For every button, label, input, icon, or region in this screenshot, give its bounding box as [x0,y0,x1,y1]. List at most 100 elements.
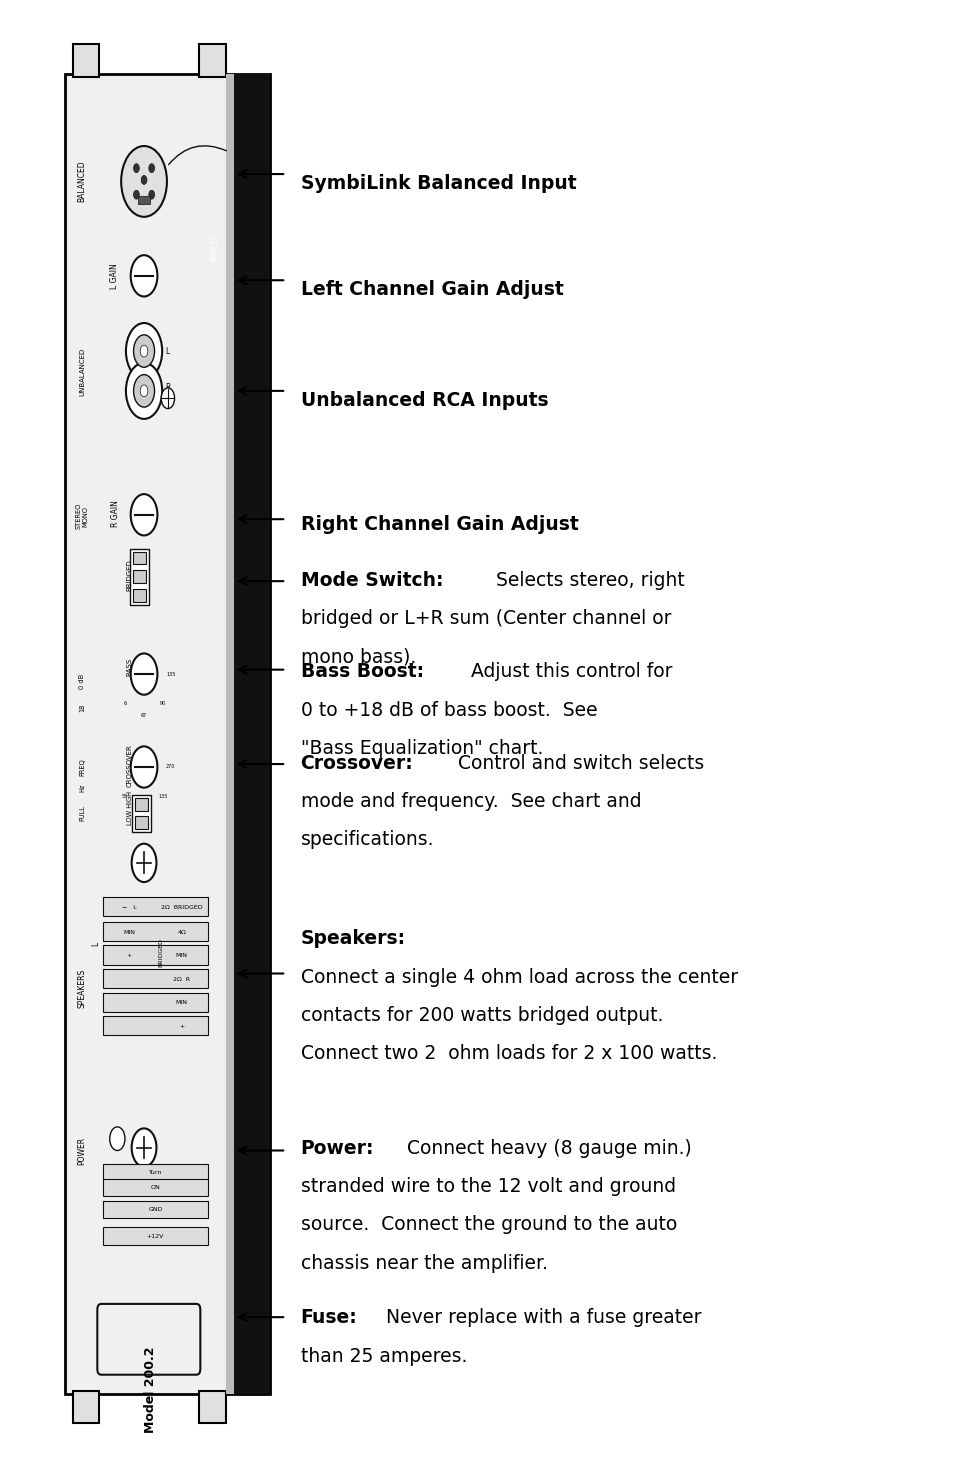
Bar [103,1164,208,1181]
Bar [199,44,226,77]
Circle shape [133,164,139,173]
Bar [103,969,208,988]
FancyBboxPatch shape [97,1304,200,1375]
Bar [134,817,148,829]
Circle shape [110,1127,125,1150]
Text: stranded wire to the 12 volt and ground: stranded wire to the 12 volt and ground [300,1177,675,1196]
Text: POWER: POWER [77,1136,87,1165]
Circle shape [133,190,139,199]
Text: MIN: MIN [175,953,188,959]
Text: 135: 135 [158,794,168,798]
Text: Connect heavy (8 gauge min.): Connect heavy (8 gauge min.) [395,1139,691,1158]
Text: 6: 6 [124,701,127,705]
Circle shape [149,190,154,199]
Text: GND: GND [148,1207,163,1212]
Text: +: + [127,953,132,959]
Text: 4Ω: 4Ω [177,929,186,935]
Text: Speakers:: Speakers: [300,929,405,948]
Text: source.  Connect the ground to the auto: source. Connect the ground to the auto [300,1215,676,1235]
Bar [134,798,148,810]
Circle shape [140,345,148,357]
Text: Connect two 2  ohm loads for 2 x 100 watts.: Connect two 2 ohm loads for 2 x 100 watt… [300,1044,716,1063]
Text: UNBALANCED: UNBALANCED [79,348,85,395]
Text: Control and switch selects: Control and switch selects [445,754,703,773]
Bar [103,993,208,1012]
Text: ON: ON [151,1184,160,1190]
Text: chassis near the amplifier.: chassis near the amplifier. [300,1254,547,1273]
Circle shape [131,653,157,695]
Bar [132,795,151,832]
Bar [103,945,208,965]
Text: MIN: MIN [123,929,135,935]
Text: Left Channel Gain Adjust: Left Channel Gain Adjust [300,280,562,299]
Text: 0 to +18 dB of bass boost.  See: 0 to +18 dB of bass boost. See [300,701,597,720]
Text: 135: 135 [166,671,175,677]
Text: mode and frequency.  See chart and: mode and frequency. See chart and [300,792,640,811]
Text: 67: 67 [141,712,147,718]
Circle shape [132,844,156,882]
Text: bridged or L+R sum (Center channel or: bridged or L+R sum (Center channel or [300,609,670,628]
Text: Fuse:: Fuse: [300,1308,356,1328]
Circle shape [126,363,162,419]
Text: R CH IN: R CH IN [138,563,144,587]
Text: FREQ: FREQ [79,758,85,776]
Text: FULL: FULL [79,805,85,820]
Text: Unbalanced RCA Inputs: Unbalanced RCA Inputs [300,391,548,410]
Text: Bass Boost:: Bass Boost: [300,662,423,681]
Bar [233,74,270,1394]
Text: specifications.: specifications. [300,830,434,850]
Text: Turn: Turn [149,1170,162,1176]
Circle shape [133,335,154,367]
Text: SPEAKERS: SPEAKERS [77,969,87,1007]
Text: FUSE: FUSE [122,1308,128,1326]
Circle shape [161,388,174,409]
Text: "Bass Equalization" chart.: "Bass Equalization" chart. [300,739,542,758]
Bar [103,1201,208,1218]
Text: L: L [91,943,100,945]
Text: STEREO
MONO: STEREO MONO [75,503,89,530]
Bar [65,74,270,1394]
Circle shape [131,255,157,296]
Circle shape [140,385,148,397]
Text: L: L [165,347,169,355]
Text: BOOST: BOOST [136,655,142,678]
Text: 90: 90 [141,805,147,811]
Text: Crossover:: Crossover: [300,754,413,773]
Text: Hz: Hz [79,783,85,792]
Circle shape [132,1128,156,1167]
Text: Connect a single 4 ohm load across the center: Connect a single 4 ohm load across the c… [300,968,737,987]
Text: +: + [179,1024,184,1030]
Text: 0 dB: 0 dB [79,674,85,689]
Bar [103,1227,208,1245]
Text: BASS: BASS [127,658,132,676]
Text: Selects stereo, right: Selects stereo, right [484,571,684,590]
Text: Model 200.2: Model 200.2 [144,1347,156,1432]
Text: contacts for 200 watts bridged output.: contacts for 200 watts bridged output. [300,1006,662,1025]
Text: 90: 90 [160,701,166,705]
Text: R: R [165,384,171,392]
Text: 270: 270 [166,764,175,770]
Circle shape [141,176,147,184]
Text: −   L: − L [122,904,136,910]
Circle shape [131,494,157,535]
Text: INPUT: INPUT [210,235,219,261]
Text: BALANCED: BALANCED [77,161,87,202]
Text: SymbiLink Balanced Input: SymbiLink Balanced Input [300,174,576,193]
Circle shape [133,375,154,407]
Bar [226,74,233,1394]
Text: Right Channel Gain Adjust: Right Channel Gain Adjust [300,515,578,534]
Bar [132,589,146,602]
Bar [103,1179,208,1196]
Text: than 25 amperes.: than 25 amperes. [300,1347,466,1366]
Text: +12V: +12V [147,1233,164,1239]
Bar [132,571,146,583]
Text: MIN: MIN [175,1000,188,1006]
Circle shape [131,746,157,788]
Text: CROSSOVER: CROSSOVER [127,745,132,786]
Text: BRIDGED: BRIDGED [127,559,132,591]
Bar [103,897,208,916]
Bar [199,1391,226,1423]
Circle shape [126,323,162,379]
Bar [138,196,150,204]
Text: 2Ω  BRIDGED: 2Ω BRIDGED [161,904,202,910]
